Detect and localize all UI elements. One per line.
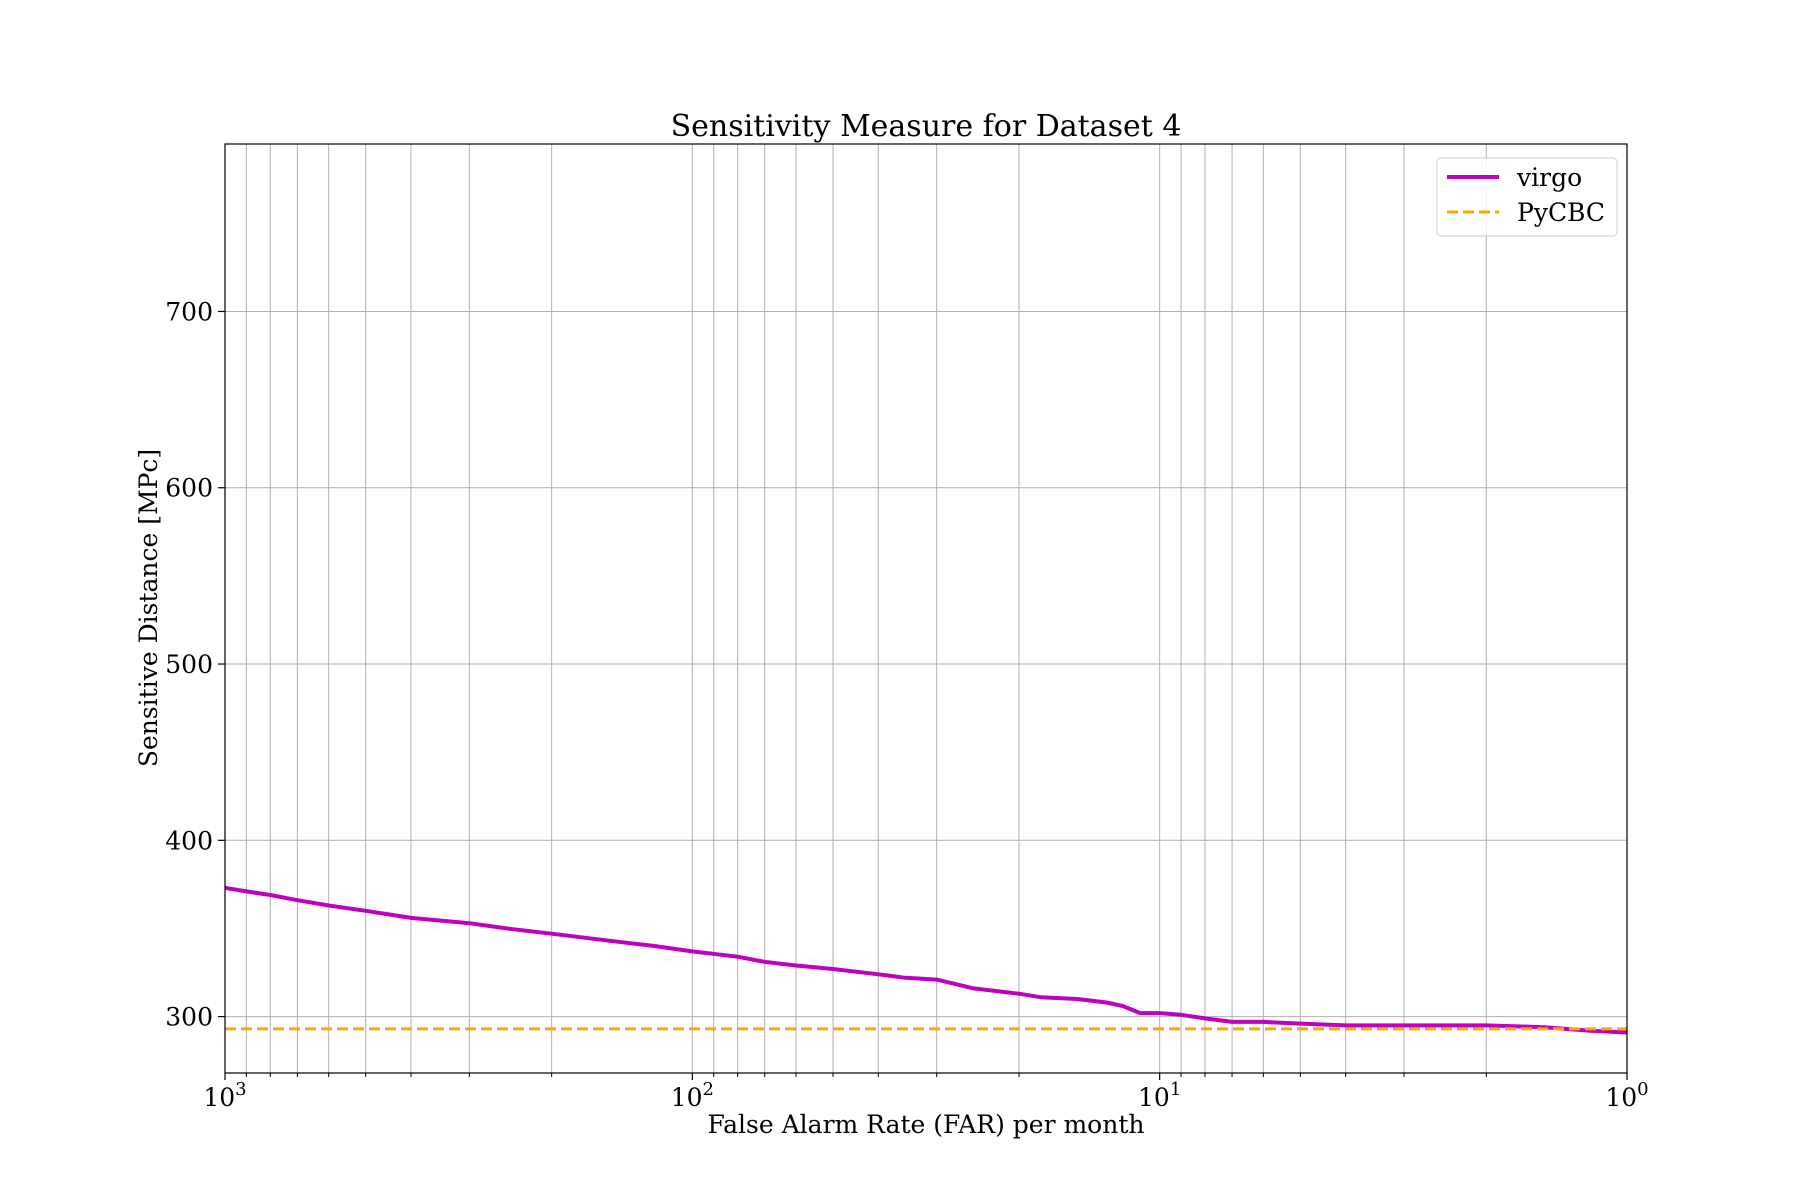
y-tick-label: 400 <box>165 826 213 855</box>
legend-label-virgo: virgo <box>1516 163 1582 192</box>
x-tick-label: 100 <box>1605 1079 1648 1112</box>
axis-ticks: 300 400 500 600 700 103 102 101 100 <box>165 297 1648 1112</box>
x-axis-label: False Alarm Rate (FAR) per month <box>708 1110 1145 1139</box>
y-tick-label: 600 <box>165 474 213 503</box>
plot-area-frame <box>224 143 1628 1074</box>
series-lines <box>224 885 1628 1035</box>
grid-lines <box>225 144 1628 1073</box>
y-axis-label: Sensitive Distance [MPc] <box>134 449 163 767</box>
legend: virgo PyCBC <box>1436 157 1618 237</box>
series-line-virgo <box>224 885 1628 1035</box>
y-tick-label: 300 <box>165 1003 213 1032</box>
x-tick-label: 103 <box>203 1079 246 1112</box>
x-tick-label: 102 <box>671 1079 714 1112</box>
y-tick-label: 500 <box>165 650 213 679</box>
x-tick-label: 101 <box>1138 1079 1181 1112</box>
chart-title: Sensitivity Measure for Dataset 4 <box>671 109 1182 144</box>
y-tick-label: 700 <box>165 297 213 326</box>
legend-label-pycbc: PyCBC <box>1517 198 1605 227</box>
